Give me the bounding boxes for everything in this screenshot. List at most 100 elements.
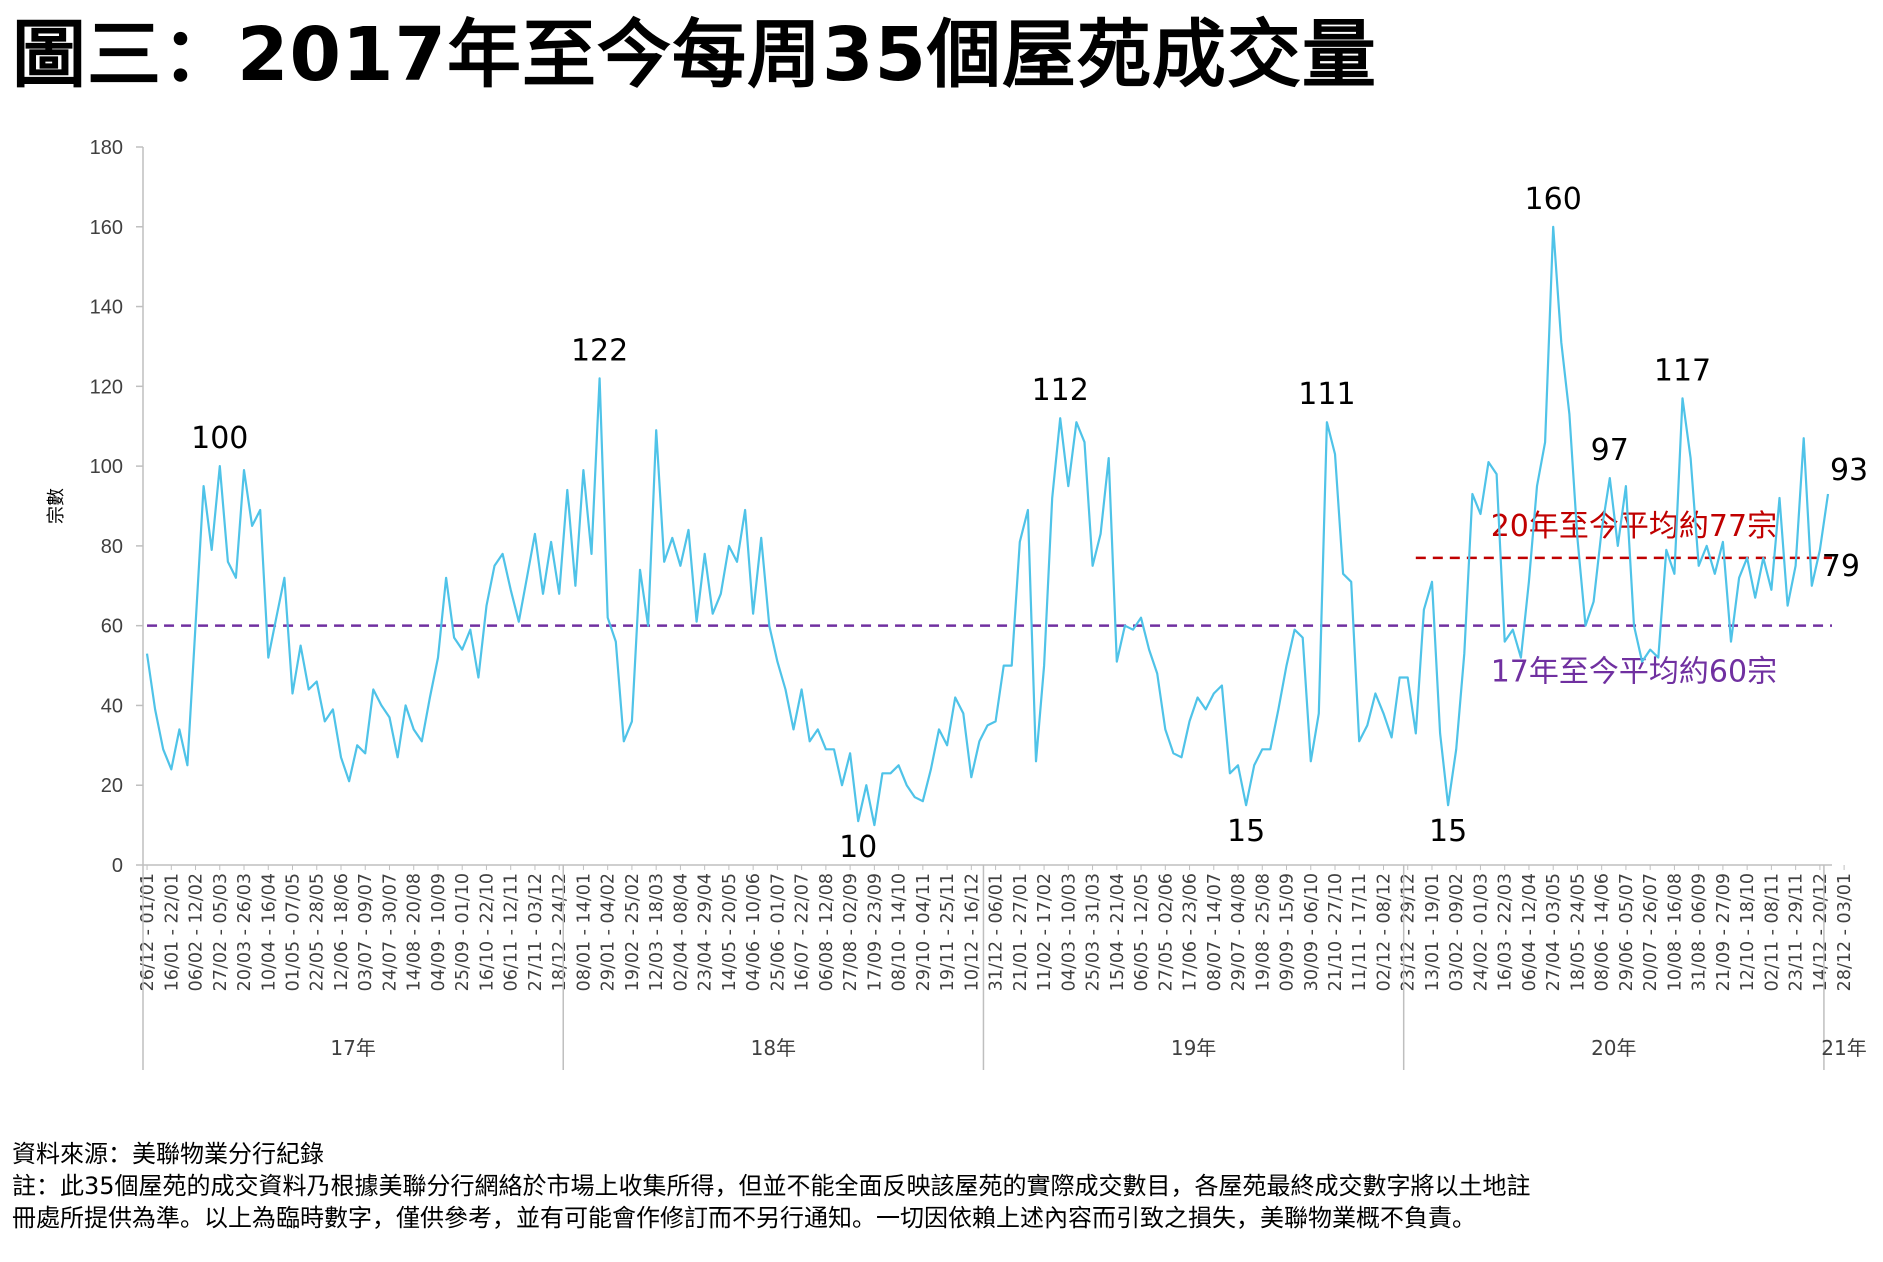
- x-tick-label: 20/07 - 26/07: [1641, 873, 1661, 991]
- reference-lines: 20年至今平均約77宗 17年至今平均約60宗: [147, 509, 1832, 690]
- y-tick-label: 0: [112, 855, 123, 877]
- y-tick-label: 20: [101, 775, 123, 797]
- source-note: 資料來源：美聯物業分行紀錄: [12, 1140, 324, 1168]
- x-tick-label: 19/11 - 25/11: [938, 873, 958, 991]
- year-group-label: 19年: [1171, 1036, 1216, 1060]
- x-tick-label: 03/07 - 09/07: [356, 873, 376, 991]
- x-tick-label: 14/05 - 20/05: [720, 873, 740, 991]
- x-tick-label: 18/05 - 24/05: [1568, 873, 1588, 991]
- x-tick-label: 28/12 - 03/01: [1835, 873, 1855, 991]
- x-tick-label: 26/12 - 01/01: [138, 873, 158, 991]
- x-tick-label: 06/11 - 12/11: [502, 873, 522, 991]
- x-tick-label: 02/12 - 08/12: [1374, 873, 1394, 991]
- y-tick-label: 180: [90, 137, 123, 159]
- weekly-transactions-line: [145, 225, 1830, 827]
- x-tick-label: 17/06 - 23/06: [1181, 873, 1201, 991]
- x-tick-label: 16/07 - 22/07: [793, 873, 813, 991]
- x-tick-label: 23/11 - 29/11: [1787, 873, 1807, 991]
- x-tick-label: 24/07 - 30/07: [380, 873, 400, 991]
- x-tick-label: 25/09 - 01/10: [453, 873, 473, 991]
- x-tick-label: 01/05 - 07/05: [284, 873, 304, 991]
- x-tick-label: 15/04 - 21/04: [1108, 873, 1128, 991]
- data-point-label: 100: [191, 421, 248, 456]
- x-tick-label: 11/11 - 17/11: [1350, 873, 1370, 991]
- data-point-label: 15: [1429, 814, 1467, 849]
- x-tick-label: 23/12 - 29/12: [1399, 873, 1419, 991]
- x-tick-label: 25/03 - 31/03: [1084, 873, 1104, 991]
- x-tick-label: 08/07 - 14/07: [1205, 873, 1225, 991]
- x-tick-label: 11/02 - 17/02: [1035, 873, 1055, 991]
- x-tick-label: 14/12 - 20/12: [1811, 873, 1831, 991]
- x-tick-label: 29/07 - 04/08: [1229, 873, 1249, 991]
- x-tick-label: 27/11 - 03/12: [526, 873, 546, 991]
- year-group-label: 18年: [751, 1036, 796, 1060]
- x-tick-label: 21/10 - 27/10: [1326, 873, 1346, 991]
- data-point-label: 111: [1298, 377, 1355, 412]
- year-group-label: 17年: [330, 1036, 375, 1060]
- x-axis-tick-labels: 26/12 - 01/01 16/01 - 22/01 06/02 - 12/02 2…: [138, 865, 1855, 991]
- x-tick-label: 17/09 - 23/09: [865, 873, 885, 991]
- x-tick-label: 23/04 - 29/04: [696, 873, 716, 991]
- x-tick-label: 29/06 - 05/07: [1617, 873, 1637, 991]
- x-tick-label: 19/08 - 25/08: [1253, 873, 1273, 991]
- x-tick-label: 30/09 - 06/10: [1302, 873, 1322, 991]
- x-tick-label: 27/02 - 05/03: [211, 873, 231, 991]
- x-tick-label: 06/04 - 12/04: [1520, 873, 1540, 991]
- data-point-label: 122: [571, 333, 628, 368]
- data-point-label: 93: [1830, 453, 1868, 488]
- data-point-label: 10: [839, 830, 877, 865]
- data-point-label: 97: [1591, 433, 1629, 468]
- disclaimer-line-1: 註：此35個屋苑的成交資料乃根據美聯分行網絡於市場上收集所得，但並不能全面反映該…: [12, 1172, 1531, 1200]
- y-tick-label: 40: [101, 695, 123, 717]
- year-group-labels: 17年 18年 19年 20年 21年: [142, 865, 1867, 1070]
- x-tick-label: 09/09 - 15/09: [1278, 873, 1298, 991]
- x-tick-label: 10/04 - 16/04: [259, 873, 279, 991]
- year-group-label: 21年: [1821, 1036, 1866, 1060]
- page-title: 圖三：2017年至今每周35個屋苑成交量: [12, 12, 1377, 98]
- x-tick-label: 16/03 - 22/03: [1496, 873, 1516, 991]
- x-tick-label: 21/01 - 27/01: [1011, 873, 1031, 991]
- y-axis-title: 宗數: [46, 488, 66, 524]
- x-tick-label: 03/02 - 09/02: [1447, 873, 1467, 991]
- x-tick-label: 24/02 - 01/03: [1471, 873, 1491, 991]
- x-tick-label: 08/06 - 14/06: [1593, 873, 1613, 991]
- x-tick-label: 10/12 - 16/12: [962, 873, 982, 991]
- x-tick-label: 22/05 - 28/05: [308, 873, 328, 991]
- x-tick-label: 27/08 - 02/09: [841, 873, 861, 991]
- data-point-label: 79: [1822, 549, 1860, 584]
- x-tick-label: 20/03 - 26/03: [235, 873, 255, 991]
- x-tick-label: 08/01 - 14/01: [574, 873, 594, 991]
- y-tick-label: 160: [90, 217, 123, 239]
- x-tick-label: 27/04 - 03/05: [1544, 873, 1564, 991]
- x-tick-label: 04/03 - 10/03: [1059, 873, 1079, 991]
- data-point-label: 112: [1032, 373, 1089, 408]
- y-tick-label: 120: [90, 376, 123, 398]
- x-tick-label: 16/10 - 22/10: [477, 873, 497, 991]
- x-tick-label: 14/08 - 20/08: [405, 873, 425, 991]
- year-group-label: 20年: [1591, 1036, 1636, 1060]
- y-tick-label: 80: [101, 536, 123, 558]
- x-tick-label: 16/01 - 22/01: [162, 873, 182, 991]
- x-tick-label: 12/06 - 18/06: [332, 873, 352, 991]
- average-line-label: 20年至今平均約77宗: [1491, 509, 1777, 544]
- data-point-label: 117: [1654, 353, 1711, 388]
- x-tick-label: 19/02 - 25/02: [623, 873, 643, 991]
- x-tick-label: 02/04 - 08/04: [671, 873, 691, 991]
- data-point-label: 160: [1525, 182, 1582, 217]
- x-tick-label: 25/06 - 01/07: [768, 873, 788, 991]
- x-tick-label: 02/11 - 08/11: [1762, 873, 1782, 991]
- x-tick-label: 31/12 - 06/01: [987, 873, 1007, 991]
- x-tick-label: 13/01 - 19/01: [1423, 873, 1443, 991]
- x-tick-label: 31/08 - 06/09: [1690, 873, 1710, 991]
- x-tick-label: 29/01 - 04/02: [599, 873, 619, 991]
- x-tick-label: 12/10 - 18/10: [1738, 873, 1758, 991]
- y-tick-label: 60: [101, 616, 123, 638]
- x-tick-label: 29/10 - 04/11: [914, 873, 934, 991]
- x-tick-label: 12/03 - 18/03: [647, 873, 667, 991]
- disclaimer-line-2: 冊處所提供為準。以上為臨時數字，僅供參考，並有可能會作修訂而不另行通知。一切因依…: [12, 1204, 1476, 1232]
- y-tick-label: 140: [90, 297, 123, 319]
- x-tick-label: 27/05 - 02/06: [1156, 873, 1176, 991]
- average-line-label: 17年至今平均約60宗: [1491, 655, 1777, 690]
- data-point-label: 15: [1227, 814, 1265, 849]
